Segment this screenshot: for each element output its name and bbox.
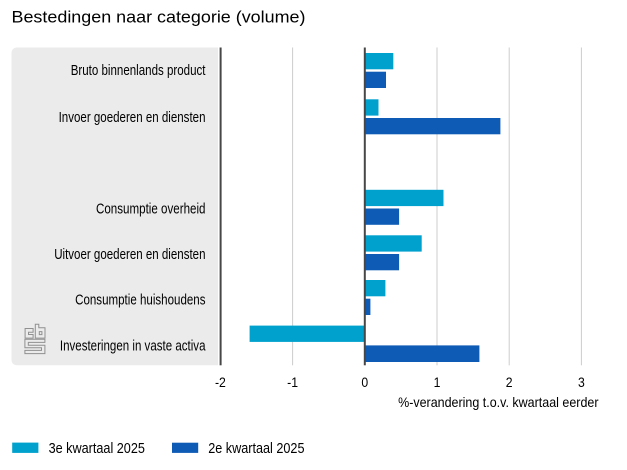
svg-text:Invoer goederen en diensten: Invoer goederen en diensten bbox=[59, 110, 206, 126]
svg-text:Bestedingen naar categorie (vo: Bestedingen naar categorie (volume) bbox=[12, 9, 306, 27]
svg-text:Consumptie huishoudens: Consumptie huishoudens bbox=[75, 293, 205, 309]
svg-text:%-verandering t.o.v. kwartaal: %-verandering t.o.v. kwartaal eerder bbox=[398, 394, 599, 410]
svg-text:Consumptie overheid: Consumptie overheid bbox=[96, 202, 206, 218]
svg-text:-2: -2 bbox=[215, 374, 226, 390]
svg-text:-1: -1 bbox=[287, 374, 298, 390]
svg-text:3e kwartaal 2025: 3e kwartaal 2025 bbox=[49, 441, 145, 457]
svg-text:Uitvoer goederen en diensten: Uitvoer goederen en diensten bbox=[54, 247, 205, 263]
svg-text:3: 3 bbox=[578, 374, 585, 390]
svg-text:1: 1 bbox=[434, 374, 441, 390]
svg-text:2e kwartaal 2025: 2e kwartaal 2025 bbox=[208, 441, 304, 457]
svg-text:Bruto binnenlands product: Bruto binnenlands product bbox=[71, 63, 206, 79]
svg-text:2: 2 bbox=[506, 374, 513, 390]
svg-text:0: 0 bbox=[361, 374, 368, 390]
svg-text:Investeringen in vaste activa: Investeringen in vaste activa bbox=[60, 338, 206, 354]
